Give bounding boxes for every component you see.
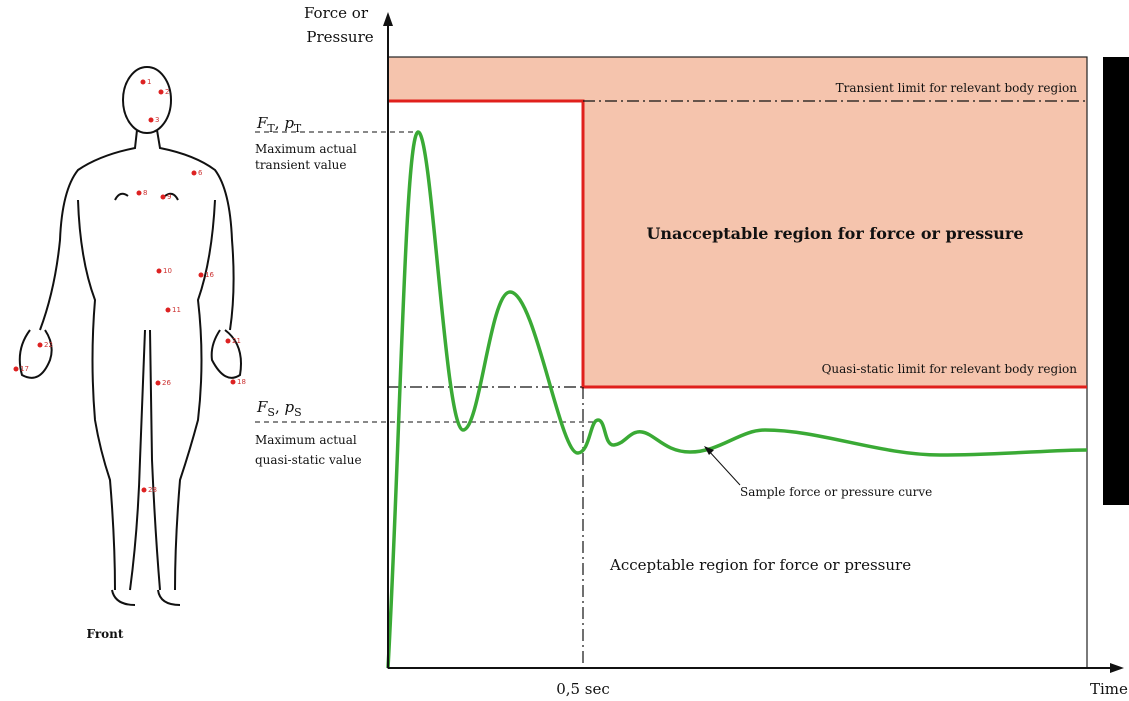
point-label: 28 bbox=[148, 486, 157, 494]
point-label: 26 bbox=[162, 379, 171, 387]
y-axis-label: Force or bbox=[304, 4, 369, 22]
point-label: 11 bbox=[172, 306, 181, 314]
symbol-part: p bbox=[284, 114, 294, 132]
symbol-part: F bbox=[256, 398, 268, 416]
symbol-part: S bbox=[267, 406, 275, 419]
point-label: 1 bbox=[147, 78, 151, 86]
point-label: 3 bbox=[155, 116, 159, 124]
body-point bbox=[155, 380, 161, 386]
body-point bbox=[225, 338, 231, 344]
figure-caption: Front bbox=[87, 627, 124, 641]
value-guides bbox=[255, 131, 595, 423]
point-label: 21 bbox=[232, 337, 241, 345]
y-axis-label: Pressure bbox=[306, 28, 373, 46]
body-figure bbox=[18, 66, 242, 606]
transient-limit: Transient limit for relevant body region bbox=[836, 81, 1078, 95]
point-label: 9 bbox=[167, 193, 171, 201]
point-label: 10 bbox=[163, 267, 172, 275]
symbol-part: , bbox=[275, 114, 285, 132]
body-point bbox=[13, 366, 19, 372]
point-label: 16 bbox=[205, 271, 214, 279]
curve-label: Sample force or pressure curve bbox=[740, 485, 932, 499]
x-marker: 0,5 sec bbox=[556, 680, 610, 698]
limit-line bbox=[388, 99, 1087, 389]
body-point bbox=[230, 379, 236, 385]
x-axis-label: Time bbox=[1090, 680, 1128, 698]
point-label: 2 bbox=[165, 88, 169, 96]
body-point bbox=[140, 79, 146, 85]
unacceptable-area bbox=[388, 57, 1087, 387]
static-symbol: FS, pS bbox=[256, 398, 302, 419]
static-note: Maximum actual bbox=[255, 433, 357, 447]
transient-symbol: FT, pT bbox=[256, 114, 302, 135]
point-label: 22 bbox=[44, 341, 53, 349]
body-point bbox=[37, 342, 43, 348]
static-note: quasi-static value bbox=[255, 453, 362, 467]
pointer-head bbox=[704, 446, 714, 455]
point-label: 8 bbox=[143, 189, 147, 197]
body-point bbox=[156, 268, 162, 274]
body-point bbox=[165, 307, 171, 313]
body-point bbox=[158, 89, 164, 95]
body-point bbox=[160, 194, 166, 200]
black-bar bbox=[1103, 57, 1129, 505]
body-point bbox=[198, 272, 204, 278]
point-label: 6 bbox=[198, 169, 203, 177]
symbol-part: p bbox=[285, 398, 295, 416]
body-points: 1 2 3 6 8 9 10 16 11 21 22 17 18 26 28 bbox=[13, 78, 246, 494]
symbol-part: T bbox=[294, 122, 302, 135]
point-label: 17 bbox=[20, 365, 29, 373]
quasi-static-limit: Quasi-static limit for relevant body reg… bbox=[822, 362, 1078, 376]
sample-curve bbox=[386, 130, 1088, 669]
body-point bbox=[148, 117, 154, 123]
symbol-part: T bbox=[267, 122, 275, 135]
point-label: 18 bbox=[237, 378, 246, 386]
pointer bbox=[707, 449, 741, 486]
axes bbox=[387, 22, 1115, 669]
symbol-part: , bbox=[275, 398, 285, 416]
body-point bbox=[191, 170, 197, 176]
body-point bbox=[141, 487, 147, 493]
unacceptable-label: Unacceptable region for force or pressur… bbox=[646, 224, 1023, 243]
symbol-part: S bbox=[294, 406, 302, 419]
transient-note: transient value bbox=[255, 158, 347, 172]
acceptable-label: Acceptable region for force or pressure bbox=[609, 556, 911, 574]
transient-note: Maximum actual bbox=[255, 142, 357, 156]
symbol-part: F bbox=[256, 114, 268, 132]
body-point bbox=[136, 190, 142, 196]
